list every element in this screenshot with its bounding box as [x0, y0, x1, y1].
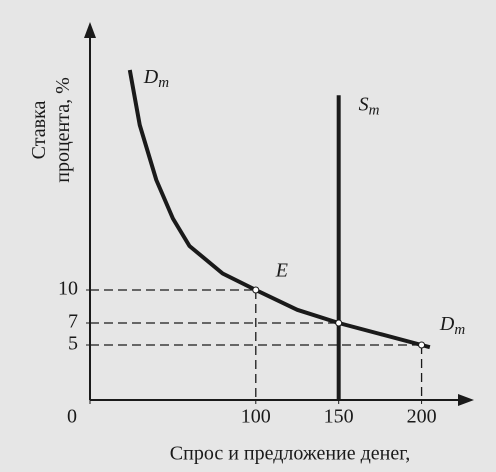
x-axis-arrow: [458, 394, 474, 406]
series-label: Dm: [143, 66, 169, 92]
y-tick-label: 10: [58, 278, 78, 300]
x-tick-label: 200: [407, 406, 437, 428]
reference-point: [418, 341, 426, 349]
x-tick-label: 100: [241, 406, 271, 428]
x-tick-label: 0: [67, 406, 77, 428]
point-label: E: [275, 260, 288, 282]
y-tick-label: 7: [68, 311, 78, 333]
reference-point: [252, 286, 260, 294]
x-tick-label: 150: [324, 406, 354, 428]
series-line: [127, 69, 431, 350]
y-tick-label: 5: [68, 333, 78, 355]
y-axis-label: Ставка процента, %: [28, 77, 74, 183]
reference-point: [335, 319, 343, 327]
x-axis-label: Спрос и предложение денег,: [170, 443, 410, 465]
y-axis-arrow: [84, 22, 96, 38]
series-label: Dm: [439, 313, 465, 339]
series-label: Sm: [359, 93, 380, 119]
